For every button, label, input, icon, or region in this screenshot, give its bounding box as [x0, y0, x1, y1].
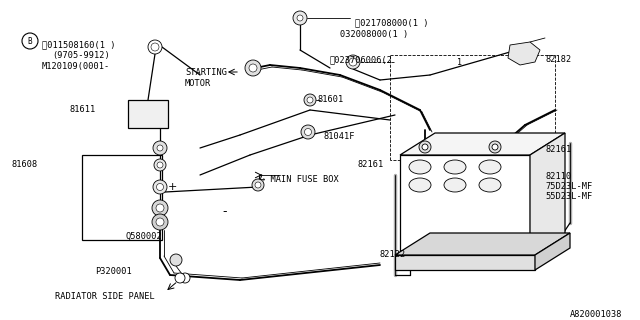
Text: B: B — [28, 36, 32, 45]
Circle shape — [180, 273, 190, 283]
Circle shape — [492, 144, 498, 150]
Circle shape — [153, 180, 167, 194]
Ellipse shape — [409, 160, 431, 174]
Circle shape — [151, 43, 159, 51]
Text: 82182: 82182 — [545, 55, 572, 64]
Polygon shape — [535, 233, 570, 270]
Text: 81608: 81608 — [12, 160, 38, 169]
Text: 82161: 82161 — [545, 145, 572, 154]
Ellipse shape — [479, 178, 501, 192]
Ellipse shape — [444, 160, 466, 174]
Circle shape — [252, 179, 264, 191]
Text: 82161: 82161 — [358, 160, 384, 169]
Circle shape — [245, 60, 261, 76]
Circle shape — [304, 94, 316, 106]
Circle shape — [307, 97, 313, 103]
Text: (9705-9912): (9705-9912) — [52, 51, 109, 60]
Text: Ⓝ023706006(2: Ⓝ023706006(2 — [330, 55, 393, 64]
Polygon shape — [395, 233, 570, 255]
Text: 1: 1 — [458, 58, 463, 67]
Circle shape — [293, 11, 307, 25]
Text: 55D23L-MF: 55D23L-MF — [545, 192, 592, 201]
Circle shape — [349, 58, 357, 66]
Circle shape — [157, 145, 163, 151]
Polygon shape — [530, 133, 565, 255]
Text: 81041F: 81041F — [323, 132, 355, 141]
Circle shape — [22, 33, 38, 49]
Text: 81601: 81601 — [318, 95, 344, 104]
Text: -: - — [223, 205, 227, 219]
Ellipse shape — [444, 178, 466, 192]
Circle shape — [152, 200, 168, 216]
Ellipse shape — [409, 178, 431, 192]
Text: 75D23L-MF: 75D23L-MF — [545, 182, 592, 191]
Text: +: + — [167, 182, 177, 192]
Circle shape — [175, 273, 185, 283]
Polygon shape — [400, 155, 530, 255]
Text: MOTOR: MOTOR — [185, 79, 211, 88]
Text: RADIATOR SIDE PANEL: RADIATOR SIDE PANEL — [55, 292, 155, 301]
Circle shape — [297, 15, 303, 21]
Circle shape — [156, 204, 164, 212]
Polygon shape — [400, 133, 565, 155]
Circle shape — [249, 64, 257, 72]
Text: 82122: 82122 — [380, 250, 406, 259]
Circle shape — [419, 141, 431, 153]
Circle shape — [170, 254, 182, 266]
Ellipse shape — [479, 160, 501, 174]
Bar — [82, 155, 162, 240]
Circle shape — [152, 214, 168, 230]
Text: Q580002: Q580002 — [125, 232, 162, 241]
Text: A820001038: A820001038 — [570, 310, 623, 319]
Circle shape — [154, 159, 166, 171]
Circle shape — [301, 125, 315, 139]
Circle shape — [489, 141, 501, 153]
Text: STARTING: STARTING — [185, 68, 227, 77]
Circle shape — [157, 183, 163, 190]
Circle shape — [153, 141, 167, 155]
Circle shape — [148, 40, 162, 54]
Text: 032008000(1 ): 032008000(1 ) — [340, 30, 408, 39]
Circle shape — [305, 129, 312, 135]
Bar — [128, 100, 168, 128]
Circle shape — [255, 182, 261, 188]
Polygon shape — [508, 42, 540, 65]
Text: P320001: P320001 — [95, 267, 132, 276]
Polygon shape — [395, 255, 535, 270]
Text: 81611: 81611 — [70, 105, 96, 114]
Text: 82110: 82110 — [545, 172, 572, 181]
Circle shape — [157, 162, 163, 168]
Text: Ⓑ011508160(1 ): Ⓑ011508160(1 ) — [42, 40, 115, 49]
Text: Ⓝ021708000(1 ): Ⓝ021708000(1 ) — [355, 18, 429, 27]
Circle shape — [156, 218, 164, 226]
Circle shape — [346, 55, 360, 69]
Text: M120109(0001-: M120109(0001- — [42, 62, 110, 71]
Text: → MAIN FUSE BOX: → MAIN FUSE BOX — [260, 175, 339, 184]
Circle shape — [422, 144, 428, 150]
